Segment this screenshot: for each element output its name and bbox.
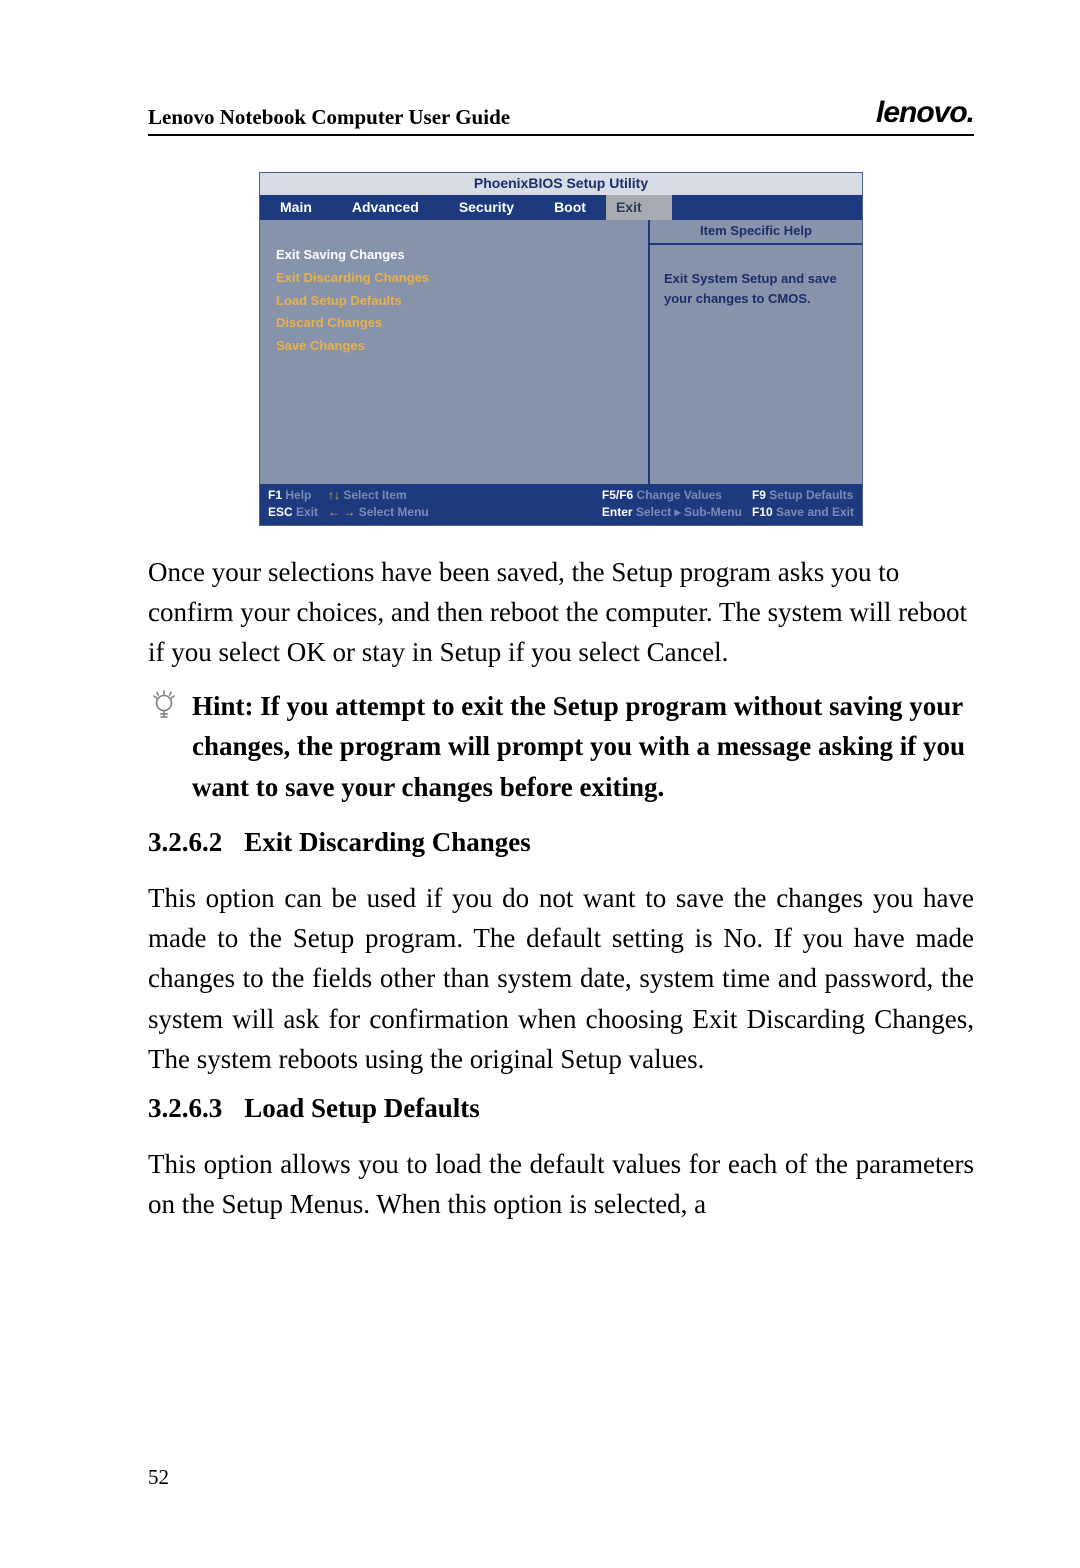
exit-item-save[interactable]: Save Changes xyxy=(276,335,632,358)
section-number: 3.2.6.3 xyxy=(148,1093,222,1124)
exit-item-discarding[interactable]: Exit Discarding Changes xyxy=(276,267,632,290)
section-title: Exit Discarding Changes xyxy=(244,827,531,857)
lenovo-logo: lenovo. xyxy=(876,96,974,130)
exit-item-saving[interactable]: Exit Saving Changes xyxy=(276,244,632,267)
page-number: 52 xyxy=(148,1465,169,1490)
exit-item-load-defaults[interactable]: Load Setup Defaults xyxy=(276,290,632,313)
tab-exit[interactable]: Exit xyxy=(606,195,672,220)
help-pane: Item Specific Help Exit System Setup and… xyxy=(650,220,862,484)
page-header: Lenovo Notebook Computer User Guide leno… xyxy=(148,96,974,136)
section-title: Load Setup Defaults xyxy=(244,1093,480,1123)
tab-security[interactable]: Security xyxy=(439,195,534,220)
bios-screenshot: PhoenixBIOS Setup Utility Main Advanced … xyxy=(148,172,974,526)
section-heading-3262: 3.2.6.2 Exit Discarding Changes xyxy=(148,827,974,858)
header-title: Lenovo Notebook Computer User Guide xyxy=(148,105,510,130)
tab-advanced[interactable]: Advanced xyxy=(332,195,439,220)
paragraph-3263: This option allows you to load the defau… xyxy=(148,1144,974,1224)
footer-col-2: ↑↓ Select Item ← → Select Menu xyxy=(328,487,429,521)
paragraph-3262: This option can be used if you do not wa… xyxy=(148,878,974,1079)
bios-title: PhoenixBIOS Setup Utility xyxy=(260,173,862,195)
paragraph-intro: Once your selections have been saved, th… xyxy=(148,552,974,673)
footer-col-4: F9 Setup Defaults F10 Save and Exit xyxy=(752,487,854,521)
exit-item-discard[interactable]: Discard Changes xyxy=(276,312,632,335)
help-header: Item Specific Help xyxy=(650,220,862,245)
section-number: 3.2.6.2 xyxy=(148,827,222,858)
bios-tabs: Main Advanced Security Boot Exit xyxy=(260,195,862,220)
tab-boot[interactable]: Boot xyxy=(534,195,606,220)
lightbulb-icon xyxy=(148,686,180,807)
section-heading-3263: 3.2.6.3 Load Setup Defaults xyxy=(148,1093,974,1124)
footer-col-1: F1 Help ESC Exit xyxy=(268,487,318,521)
help-text: Exit System Setup and save your changes … xyxy=(650,245,862,484)
bios-footer: F1 Help ESC Exit ↑↓ Select Item ← → Sele… xyxy=(260,484,862,525)
hint-text: Hint: If you attempt to exit the Setup p… xyxy=(192,686,974,807)
footer-col-3: F5/F6 Change Values Enter Select ▸ Sub-M… xyxy=(602,487,742,521)
tab-main[interactable]: Main xyxy=(260,195,332,220)
exit-menu: Exit Saving Changes Exit Discarding Chan… xyxy=(260,220,650,484)
hint-block: Hint: If you attempt to exit the Setup p… xyxy=(148,686,974,807)
